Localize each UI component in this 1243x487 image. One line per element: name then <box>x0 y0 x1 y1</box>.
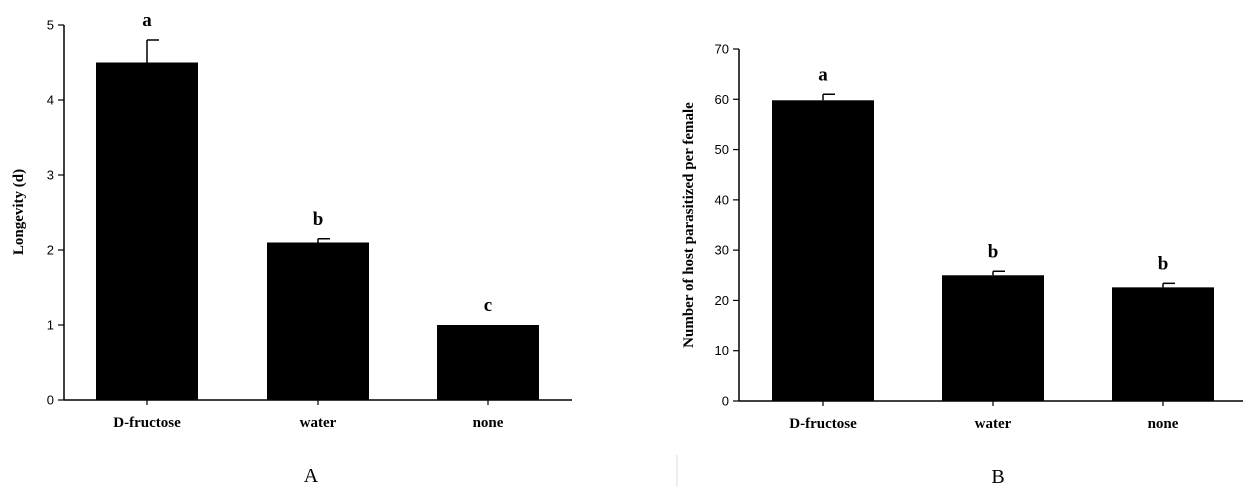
x-tick-label: D-fructose <box>113 415 181 431</box>
y-tick-label: 10 <box>715 343 729 358</box>
x-tick-label: water <box>975 416 1012 432</box>
y-tick-label: 3 <box>47 168 54 183</box>
y-tick-label: 70 <box>715 42 729 57</box>
x-tick-label: water <box>300 415 337 431</box>
significance-letter: a <box>818 64 828 85</box>
y-tick-label: 30 <box>715 243 729 258</box>
y-tick-label: 60 <box>715 92 729 107</box>
y-tick-label: 50 <box>715 142 729 157</box>
bar <box>772 100 874 401</box>
bar <box>96 62 198 400</box>
y-tick-label: 5 <box>47 18 54 33</box>
bar <box>942 275 1044 401</box>
bar <box>267 242 369 400</box>
significance-letter: b <box>988 241 999 262</box>
y-tick-label: 0 <box>47 393 54 408</box>
bar <box>1112 287 1214 401</box>
panel-a-chart: 0 1 2 3 4 5 Longevity (d) a D-fructose b water c non… <box>11 10 572 487</box>
significance-letter: b <box>313 209 324 230</box>
bar <box>437 325 539 400</box>
significance-letter: c <box>484 295 492 316</box>
significance-letter: b <box>1158 253 1169 274</box>
y-tick-label: 2 <box>47 243 54 258</box>
y-tick-label: 40 <box>715 192 729 207</box>
significance-letter: a <box>142 10 152 31</box>
y-tick-label: 1 <box>47 318 54 333</box>
y-tick-label: 0 <box>722 394 729 409</box>
y-axis-title: Number of host parasitized per female <box>681 102 697 348</box>
panel-label: A <box>304 465 319 487</box>
x-tick-label: none <box>1148 416 1179 432</box>
y-tick-label: 20 <box>715 293 729 308</box>
y-axis-title: Longevity (d) <box>11 169 27 255</box>
x-tick-label: D-fructose <box>789 416 857 432</box>
x-tick-label: none <box>473 415 504 431</box>
panel-label: B <box>991 466 1004 487</box>
y-tick-label: 4 <box>47 93 54 108</box>
panel-b-chart: 0 10 20 30 40 50 60 70 Number of host parasitize… <box>681 42 1243 487</box>
